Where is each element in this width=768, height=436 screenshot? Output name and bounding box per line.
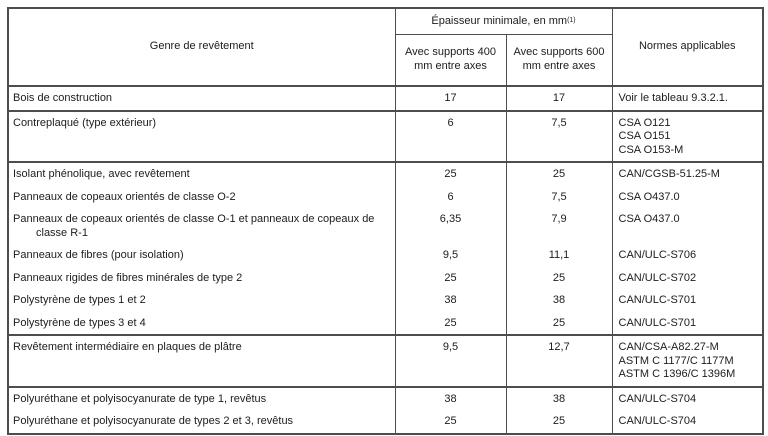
epaisseur-400-value: 9,5 [394,244,506,267]
footnote-marker: (1) [567,16,576,24]
epaisseur-400-value: 6,35 [394,208,506,244]
normes-value: CAN/ULC-S706 [611,244,763,267]
epaisseur-400-value: 25 [394,161,506,186]
genre-cell: Polyuréthane et polyisocyanurate de type… [7,410,395,434]
epaisseur-600-value: 25 [505,410,612,434]
table-row: Panneaux rigides de fibres minérales de … [7,266,763,289]
normes-value: CSA O121 CSA O151 CSA O153-M [611,109,763,162]
genre-label: Polyuréthane et polyisocyanurate de type… [13,415,294,427]
genre-label: Bois de construction [13,92,113,104]
table-row: Panneaux de copeaux orientés de classe O… [7,185,763,208]
genre-cell: Panneaux de copeaux orientés de classe O… [7,208,395,244]
normes-value: CAN/CGSB-51.25-M [611,161,763,186]
genre-cell: Polystyrène de types 3 et 4 [7,311,395,335]
genre-label: Polystyrène de types 1 et 2 [13,294,146,306]
epaisseur-400-value: 6 [394,109,506,162]
genre-cell: Polystyrène de types 1 et 2 [7,289,395,312]
table-row: Revêtement intermédiaire en plaques de p… [7,334,763,387]
normes-value: CSA O437.0 [611,208,763,244]
epaisseur-600-value: 38 [505,289,612,312]
table-row: Polystyrène de types 1 et 2 38 38 CAN/UL… [7,289,763,312]
epaisseur-400-value: 9,5 [394,334,506,387]
genre-cell: Panneaux de copeaux orientés de classe O… [7,185,395,208]
table-row: Polyuréthane et polyisocyanurate de type… [7,385,763,410]
genre-cell: Revêtement intermédiaire en plaques de p… [7,334,395,387]
table-row: Panneaux de copeaux orientés de classe O… [7,208,763,244]
table-row: Bois de construction 17 17 Voir le table… [7,85,763,111]
table-header: Genre de revêtement Épaisseur minimale, … [7,8,763,87]
epaisseur-600-value: 7,9 [505,208,612,244]
genre-label: Panneaux de copeaux orientés de classe O… [13,190,236,203]
table-row: Isolant phénolique, avec revêtement 25 2… [7,161,763,186]
epaisseur-600-value: 7,5 [505,109,612,162]
epaisseur-400-value: 17 [394,85,506,111]
epaisseur-600-value: 25 [505,161,612,186]
normes-value: CAN/ULC-S704 [611,410,763,434]
normes-value: CAN/ULC-S701 [611,289,763,312]
epaisseur-400-value: 25 [394,311,506,335]
genre-label: Panneaux de copeaux orientés de classe O… [13,213,375,239]
normes-value: CSA O437.0 [611,185,763,208]
table-row: Polyuréthane et polyisocyanurate de type… [7,410,763,434]
genre-cell: Panneaux de fibres (pour isolation) [7,244,395,267]
genre-cell: Bois de construction [7,85,395,111]
normes-value: CAN/ULC-S702 [611,266,763,289]
genre-label: Panneaux rigides de fibres minérales de … [13,271,243,284]
genre-cell: Isolant phénolique, avec revêtement [7,161,395,186]
epaisseur-400-value: 25 [394,266,506,289]
epaisseur-600-value: 25 [505,266,612,289]
epaisseur-600-value: 12,7 [505,334,612,387]
normes-value: Voir le tableau 9.3.2.1. [611,85,763,111]
table-body: Bois de construction 17 17 Voir le table… [7,85,763,434]
epaisseur-600-value: 11,1 [505,244,612,267]
epaisseur-title: Épaisseur minimale, en mm [431,14,568,27]
normes-value: CAN/CSA-A82.27-M ASTM C 1177/C 1177M AST… [611,334,763,387]
epaisseur-400-value: 6 [394,185,506,208]
table-row: Contreplaqué (type extérieur) 6 7,5 CSA … [7,109,763,162]
header-normes-applicables: Normes applicables [611,8,763,87]
epaisseur-600-value: 7,5 [505,185,612,208]
header-supports-400: Avec supports 400 mm entre axes [394,34,506,87]
header-supports-600: Avec supports 600 mm entre axes [505,34,612,87]
epaisseur-400-value: 38 [394,385,506,410]
header-epaisseur-minimale: Épaisseur minimale, en mm(1) [394,8,612,35]
genre-label: Polystyrène de types 3 et 4 [13,316,146,329]
normes-value: CAN/ULC-S704 [611,385,763,410]
genre-cell: Panneaux rigides de fibres minérales de … [7,266,395,289]
genre-label: Isolant phénolique, avec revêtement [13,168,190,180]
genre-label: Panneaux de fibres (pour isolation) [13,249,184,261]
epaisseur-400-value: 38 [394,289,506,312]
epaisseur-600-value: 17 [505,85,612,111]
genre-label: Revêtement intermédiaire en plaques de p… [13,341,242,353]
sheathing-thickness-table: Genre de revêtement Épaisseur minimale, … [7,7,764,435]
table-row: Polystyrène de types 3 et 4 25 25 CAN/UL… [7,311,763,335]
genre-label: Polyuréthane et polyisocyanurate de type… [13,392,267,405]
epaisseur-400-value: 25 [394,410,506,434]
epaisseur-600-value: 38 [505,385,612,410]
normes-value: CAN/ULC-S701 [611,311,763,335]
header-genre-de-revetement: Genre de revêtement [7,8,395,87]
table-row: Panneaux de fibres (pour isolation) 9,5 … [7,244,763,267]
genre-cell: Contreplaqué (type extérieur) [7,109,395,162]
genre-label: Contreplaqué (type extérieur) [13,116,157,129]
genre-cell: Polyuréthane et polyisocyanurate de type… [7,385,395,410]
epaisseur-600-value: 25 [505,311,612,335]
